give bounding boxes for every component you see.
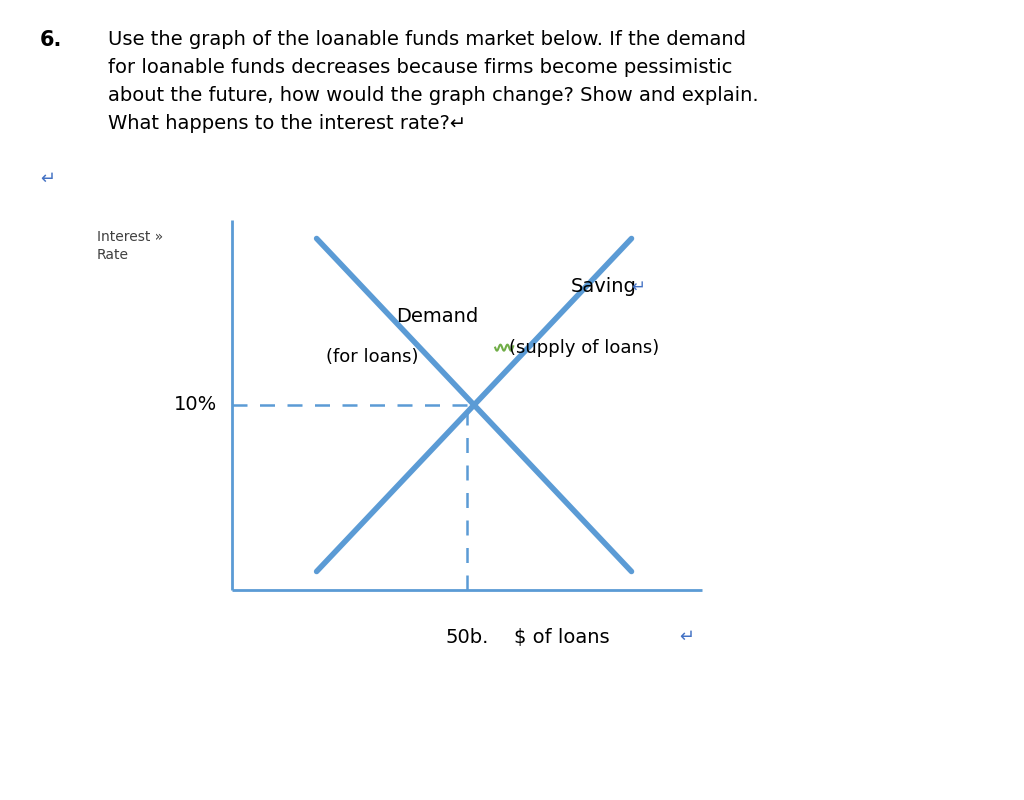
- Text: (supply of loans): (supply of loans): [509, 338, 659, 357]
- Text: 6.: 6.: [40, 30, 62, 50]
- Text: about the future, how would the graph change? Show and explain.: about the future, how would the graph ch…: [108, 86, 759, 105]
- Text: ↵: ↵: [40, 170, 55, 188]
- Text: Demand: Demand: [396, 306, 479, 326]
- Text: ↵: ↵: [632, 278, 645, 296]
- Text: Use the graph of the loanable funds market below. If the demand: Use the graph of the loanable funds mark…: [108, 30, 746, 49]
- Text: Interest »: Interest »: [97, 230, 163, 244]
- Text: $ of loans: $ of loans: [514, 628, 610, 647]
- Text: Saving: Saving: [570, 277, 636, 296]
- Text: 10%: 10%: [174, 395, 217, 414]
- Text: for loanable funds decreases because firms become pessimistic: for loanable funds decreases because fir…: [108, 58, 732, 77]
- Text: What happens to the interest rate?↵: What happens to the interest rate?↵: [108, 114, 466, 133]
- Text: Rate: Rate: [97, 248, 129, 262]
- Text: 50b.: 50b.: [445, 628, 488, 647]
- Text: (for loans): (for loans): [326, 348, 419, 366]
- Text: ↵: ↵: [680, 628, 694, 646]
